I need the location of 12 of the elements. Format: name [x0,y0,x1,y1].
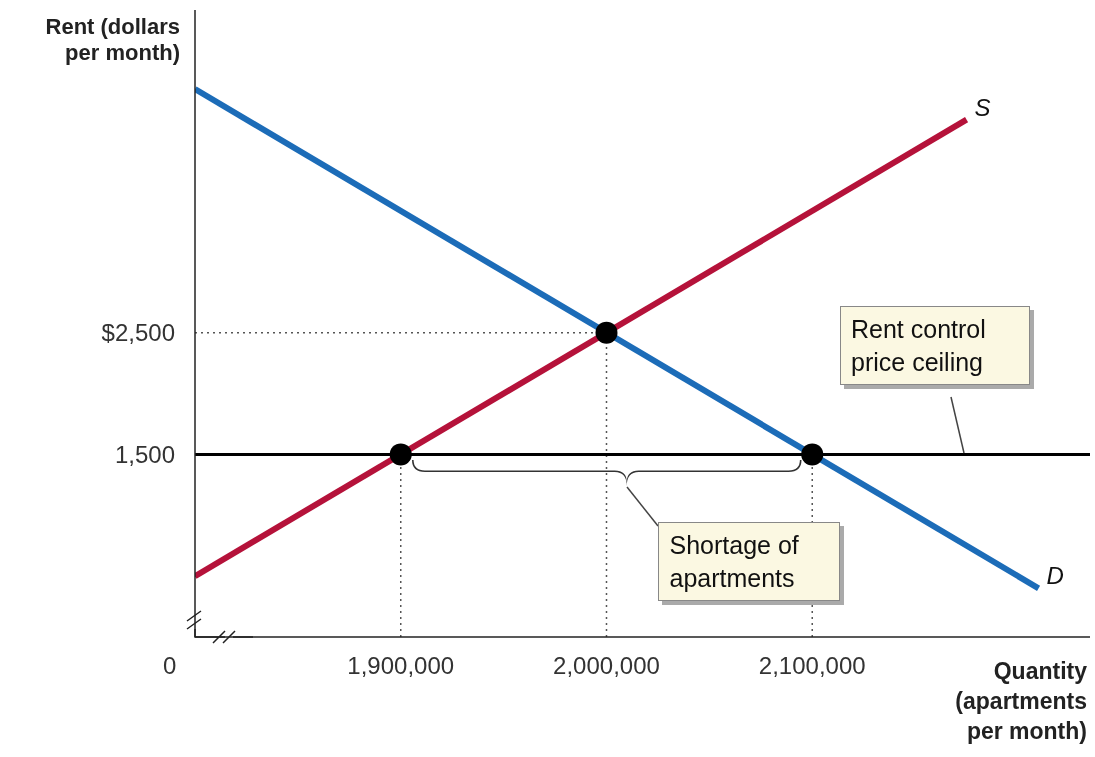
series-label: D [1046,562,1064,591]
y-tick-label: $2,500 [101,319,175,347]
x-axis-title: Quantity (apartments per month) [954,657,1087,746]
x-tick-label: 2,100,000 [758,652,866,680]
ref-line-label: Rent control price ceiling [840,306,1030,386]
series-label: S [974,93,991,122]
x-tick-label: 2,000,000 [553,652,660,680]
text: 0 [163,652,177,680]
x-tick-label: 1,900,000 [347,652,455,680]
annotation: Shortage of apartments [658,522,841,602]
y-axis-title: Rent (dollars per month) [44,14,180,67]
y-tick-label: 1,500 [114,440,175,468]
